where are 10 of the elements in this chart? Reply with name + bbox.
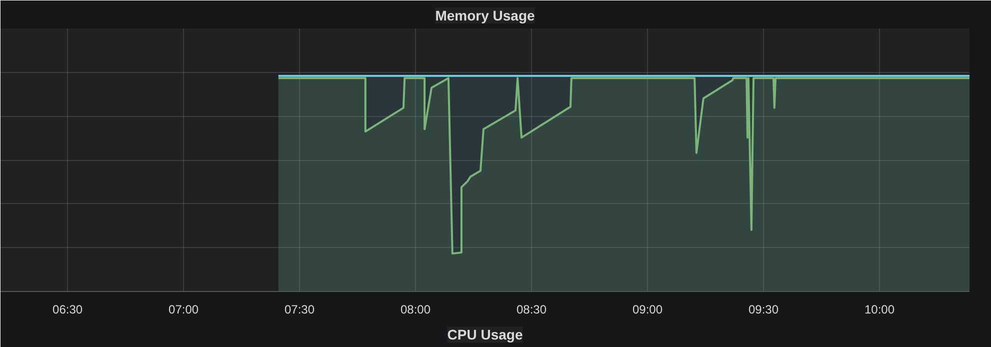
text: CPU Usage (447, 326, 523, 342)
x-tick-label: 07:00 (168, 302, 199, 316)
x-tick-label: 10:00 (864, 302, 895, 316)
x-tick-label: 08:00 (400, 302, 431, 316)
x-tick-label: 06:30 (52, 302, 83, 316)
x-tick-label: 09:30 (748, 302, 779, 316)
x-tick-label: 08:30 (516, 302, 547, 316)
chart-title: Memory Usage (435, 8, 536, 24)
x-tick-label: 07:30 (284, 302, 315, 316)
x-tick-label: 09:00 (632, 302, 663, 316)
